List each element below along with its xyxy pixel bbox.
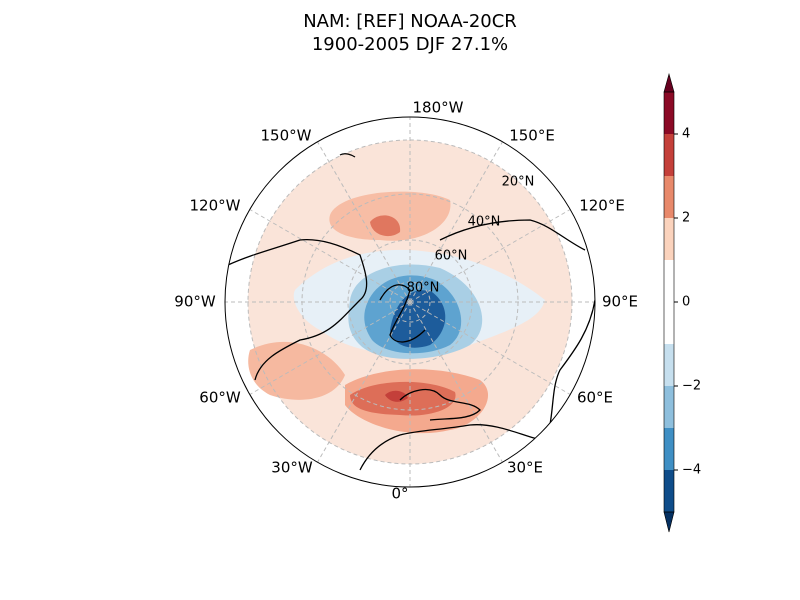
colorbar-tick-label: −4 bbox=[682, 463, 701, 478]
colorbar-segment bbox=[664, 176, 674, 218]
latitude-label: 20°N bbox=[502, 175, 535, 190]
colorbar-segment bbox=[664, 428, 674, 470]
longitude-label: 150°E bbox=[509, 127, 555, 145]
longitude-label: 60°E bbox=[577, 389, 613, 407]
field-positive bbox=[370, 215, 401, 237]
longitude-label: 30°W bbox=[271, 459, 313, 477]
colorbar-extend-bottom bbox=[663, 511, 675, 533]
longitude-label: 150°W bbox=[261, 127, 312, 145]
meridian-line bbox=[409, 301, 575, 398]
graticule bbox=[225, 117, 595, 487]
longitude-label: 60°W bbox=[199, 389, 241, 407]
colorbar-tick-label: 2 bbox=[682, 211, 690, 226]
meridian-line bbox=[314, 137, 411, 303]
latitude-line bbox=[389, 281, 431, 323]
colorbar-segment bbox=[664, 92, 674, 134]
meridian-line bbox=[409, 206, 575, 303]
subtitle: 1900-2005 DJF 27.1% bbox=[312, 34, 508, 55]
meridian-line bbox=[409, 301, 506, 467]
latitude-label: 60°N bbox=[435, 249, 468, 264]
meridian-line bbox=[409, 137, 506, 303]
colorbar-segment bbox=[664, 260, 674, 344]
colorbar-extend-top bbox=[663, 72, 675, 93]
colorbar-tick-label: −2 bbox=[682, 379, 701, 394]
latitude-label: 40°N bbox=[468, 215, 501, 230]
colorbar-segment bbox=[664, 470, 674, 512]
colorbar-segment bbox=[664, 134, 674, 176]
longitude-label: 30°E bbox=[507, 459, 543, 477]
colorbar-segment bbox=[664, 386, 674, 428]
latitude-line bbox=[347, 239, 473, 365]
field-negative bbox=[390, 290, 446, 348]
colorbar-tick-label: 4 bbox=[682, 127, 690, 142]
longitude-label: 90°W bbox=[174, 293, 216, 311]
longitude-label: 0° bbox=[391, 485, 408, 503]
colorbar: −4 −2 0 2 4 bbox=[663, 72, 701, 533]
field-positive bbox=[329, 191, 451, 241]
meridian-line bbox=[314, 301, 411, 467]
longitude-label: 180°W bbox=[413, 99, 464, 117]
field-positive bbox=[385, 390, 408, 402]
latitude-labels: 20°N 40°N 60°N 80°N bbox=[407, 175, 535, 296]
title: NAM: [REF] NOAA-20CR bbox=[303, 11, 517, 32]
meridian-line bbox=[245, 206, 411, 303]
coastlines bbox=[227, 153, 595, 471]
colorbar-tick-label: 0 bbox=[682, 295, 690, 310]
longitude-label: 90°E bbox=[602, 293, 638, 311]
colorbar-segment bbox=[664, 218, 674, 260]
meridian-line bbox=[245, 301, 411, 398]
colorbar-segment bbox=[664, 344, 674, 386]
map-boundary bbox=[224, 116, 596, 488]
longitude-labels: 180°W 150°E 120°E 90°E 60°E 30°E 0° 30°W 60°W 90°… bbox=[174, 99, 638, 503]
longitude-label: 120°W bbox=[190, 197, 241, 215]
longitude-label: 120°E bbox=[579, 197, 625, 215]
latitude-label: 80°N bbox=[407, 281, 440, 296]
